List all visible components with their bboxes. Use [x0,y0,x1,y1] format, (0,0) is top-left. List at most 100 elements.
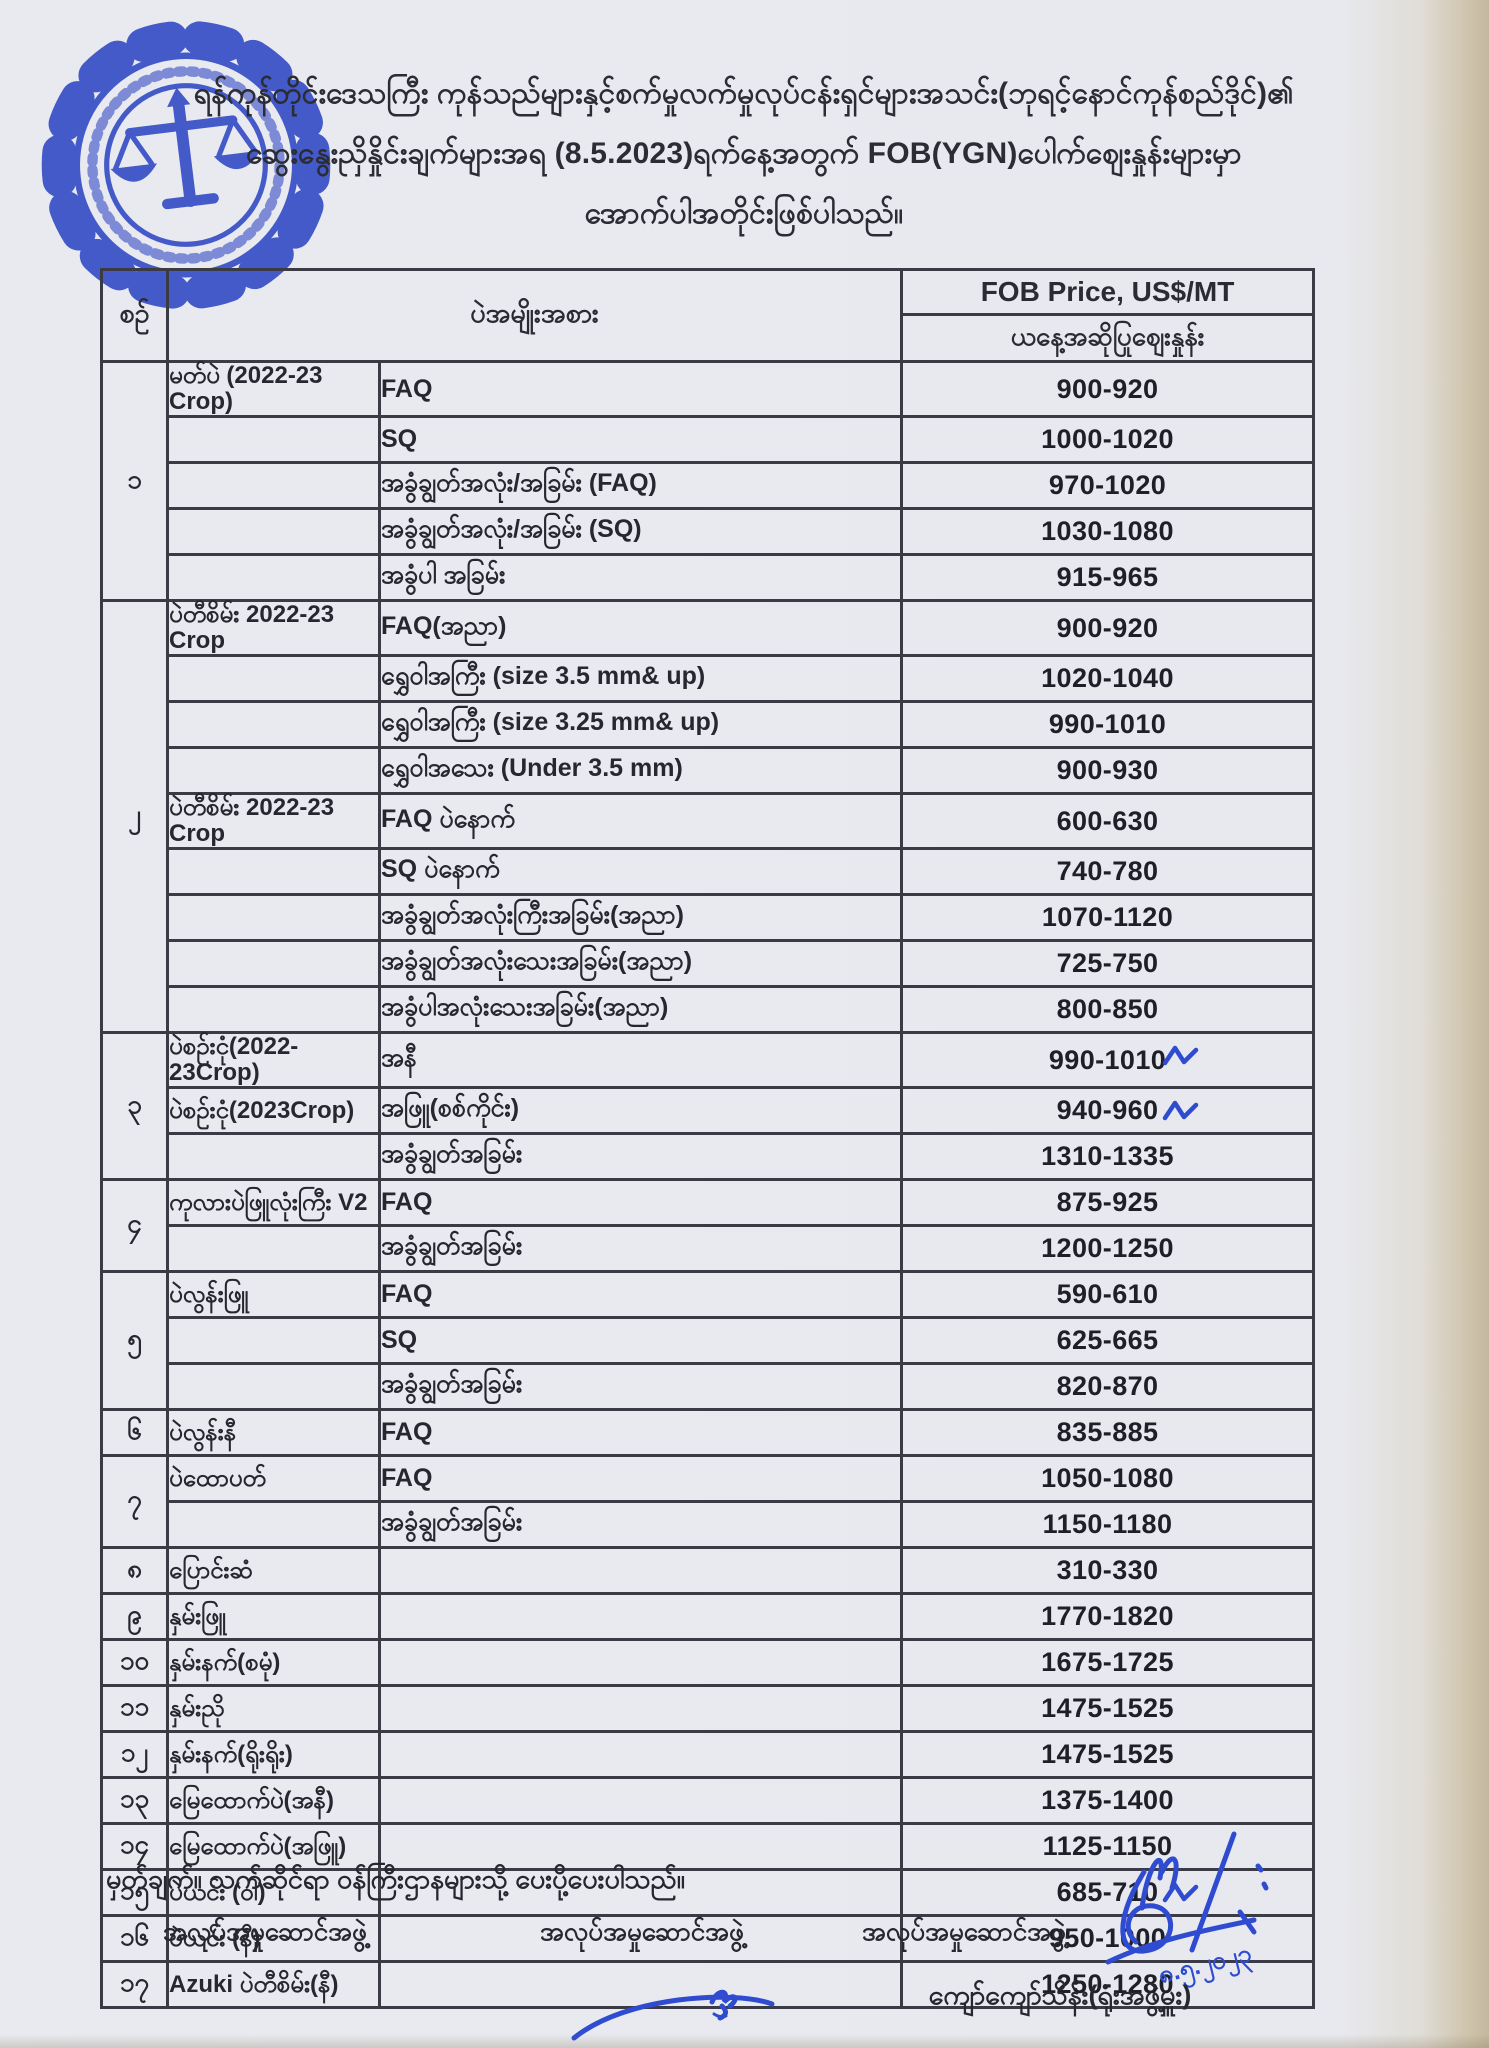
bean-name-cell: မြေထောက်ပဲ(အနီ) [166,1776,381,1825]
bean-name-cell [166,415,381,464]
bean-grade-cell [377,1592,904,1641]
price-range-value: 1250-1280 [1041,1969,1174,1999]
price-range-value: 1675-1725 [1041,1647,1174,1677]
price-range-cell: 600-630 [900,792,1316,850]
table-row: ရွှေဝါအကြီး (size 3.25 mm& up) 990-1010 [102,700,1316,749]
price-range-cell: 990-1010 [900,1031,1316,1089]
bean-grade-cell: FAQ [377,360,904,418]
bean-name-cell [166,654,381,703]
price-range-value: 1150-1180 [1042,1509,1173,1539]
bean-grade-cell [377,1638,904,1687]
bean-name-cell [166,507,381,556]
price-range-cell: 740-780 [900,847,1316,896]
price-range-cell: 1050-1080 [900,1454,1316,1503]
price-range-cell: 725-750 [900,939,1316,988]
bean-grade-cell [377,1914,904,1963]
bean-name-cell [166,746,381,795]
price-range-value: 820-870 [1056,1371,1159,1401]
bean-grade-cell: FAQ [377,1408,904,1457]
table-row: ၁၂ နှမ်းနက်(ရိုးရိုး) 1475-1525 [100,1730,1316,1779]
table-row: ပဲစဉ်းငုံ(2023Crop) အဖြူ(စစ်ကိုင်း) 940-96… [102,1086,1316,1135]
remark-note: မှတ်ချက်။ သက်ဆိုင်ရာ ဝန်ကြီးဌာနများသို့ … [106,1864,685,1894]
bean-name-cell: ပဲလွန်းဖြူ [166,1270,381,1319]
price-range-value: 310-330 [1056,1555,1159,1585]
table-row: ရွှေဝါအကြီး (size 3.5 mm& up) 1020-1040 [102,654,1316,703]
price-range-cell: 875-925 [900,1178,1316,1227]
executive-committee-label-3: အလုပ်အမှုဆောင်အဖွဲ့ [862,1916,1066,1946]
bean-name-cell: ပဲတီစိမ်း 2022-23 Crop [166,599,381,657]
price-range-cell: 625-665 [900,1316,1316,1365]
bean-name-cell [166,461,381,510]
bean-grade-cell: SQ [377,1316,904,1365]
table-row: အခွံချွတ်အခြမ်း 820-870 [102,1362,1316,1411]
bean-grade-cell: အခွံပါ အခြမ်း [377,553,904,602]
executive-committee-label-1: အလုပ်အမှုဆောင်အဖွဲ့ [163,1916,367,1946]
signature-flourish [571,1989,775,2041]
bean-grade-cell: အခွံချွတ်အလုံးသေးအခြမ်း(အညာ) [377,939,904,988]
table-row: SQ ပဲနောက် 740-780 [102,847,1316,896]
price-range-cell: 820-870 [900,1362,1316,1411]
row-serial: ၂ [100,599,169,1034]
row-serial: ၁၁ [100,1684,169,1733]
price-range-cell: 1770-1820 [900,1592,1316,1641]
price-range-value: 1020-1040 [1041,663,1174,693]
table-row: ၆ပဲလွန်းနီ FAQ 835-885 [100,1408,1316,1457]
price-range-value: 835-885 [1056,1417,1159,1447]
bean-name-cell: ပဲစဉ်းငုံ(2022-23Crop) [166,1031,381,1089]
price-range-value: 1050-1080 [1041,1463,1174,1493]
row-serial: ၁၅ [100,1868,169,1917]
price-range-value: 800-850 [1056,994,1159,1024]
bean-name-cell [166,847,381,896]
column-header-fob-price: FOB Price, US$/MT [900,268,1316,316]
bean-grade-cell: အခွံပါအလုံးသေးအခြမ်း(အညာ) [377,985,904,1034]
title-line-1: ရန်ကုန်တိုင်းဒေသကြီး ကုန်သည်များနှင့်စက်… [193,77,1295,110]
table-row: အခွံချွတ်အခြမ်း 1200-1250 [102,1224,1316,1273]
table-row: ပဲတီစိမ်း 2022-23 Crop FAQ ပဲနောက် 600-630 [102,792,1316,850]
fob-price-table: စဉ် ပဲအမျိုးအစား FOB Price, US$/MT ယနေ့အ… [100,268,1316,2009]
price-range-cell: 590-610 [900,1270,1316,1319]
table-row: ၄ကုလားပဲဖြူလုံးကြီး V2 FAQ 875-925 [100,1178,1316,1273]
bean-name-cell: ပြောင်းဆံ [166,1546,381,1595]
bean-grade-cell: အခွံချွတ်အခြမ်း [377,1362,904,1411]
signature-ink [1105,1831,1269,1965]
bean-name-cell [166,985,381,1034]
price-range-value: 600-630 [1056,805,1159,836]
price-range-value: 1475-1525 [1041,1693,1174,1723]
price-range-value: 1000-1020 [1041,424,1174,454]
table-row: ၉နှမ်းဖြူ 1770-1820 [100,1592,1316,1641]
price-range-cell: 1000-1020 [900,415,1316,464]
bean-name-cell: မတ်ပဲ (2022-23 Crop) [166,360,381,418]
bean-name-cell: နှမ်းနက်(စမုံ) [166,1638,381,1687]
price-range-cell: 940-960 [900,1086,1316,1135]
bean-grade-cell: FAQ ပဲနောက် [377,792,904,850]
bean-name-cell [166,1362,381,1411]
column-header-bean-type: ပဲအမျိုးအစား [165,268,904,363]
row-serial: ၆ [100,1408,169,1457]
table-row: ၁၁ နှမ်းညို 1475-1525 [100,1684,1316,1733]
row-serial: ၅ [100,1270,169,1411]
bean-grade-cell [377,1730,904,1779]
bean-name-cell: မြေထောက်ပဲ(အဖြူ) [166,1822,381,1871]
table-row: ရွှေဝါအသေး (Under 3.5 mm) 900-930 [102,746,1316,795]
price-range-value: 915-965 [1056,562,1159,592]
document-title: ရန်ကုန်တိုင်းဒေသကြီး ကုန်သည်များနှင့်စက်… [64,64,1424,244]
blue-checkmark-icon [1162,1882,1198,1903]
row-serial: ၇ [100,1454,169,1549]
bean-name-cell: ပဲတီစိမ်း 2022-23 Crop [166,792,381,850]
table-row: ၅ပဲလွန်းဖြူ FAQ 590-610 [100,1270,1316,1411]
bean-name-cell: ပဲလွန်းနီ [166,1408,381,1457]
table-row: SQ 1000-1020 [102,415,1316,464]
price-range-value: 1770-1820 [1041,1601,1174,1631]
price-range-value: 1475-1525 [1041,1739,1174,1769]
price-range-value: 725-750 [1056,948,1159,978]
bean-grade-cell: FAQ [377,1454,904,1503]
bean-grade-cell: အခွံချွတ်အခြမ်း [377,1132,904,1181]
price-range-cell: 1125-1150 [900,1822,1316,1871]
bean-grade-cell: အခွံချွတ်အလုံး/အခြမ်း (SQ) [377,507,904,556]
blue-checkmark-icon [1162,1100,1198,1121]
price-range-cell: 1070-1120 [900,893,1316,942]
price-range-value: 970-1020 [1048,470,1167,500]
bean-grade-cell [377,1822,904,1871]
bean-name-cell [166,553,381,602]
row-serial: ၁၃ [100,1776,169,1825]
